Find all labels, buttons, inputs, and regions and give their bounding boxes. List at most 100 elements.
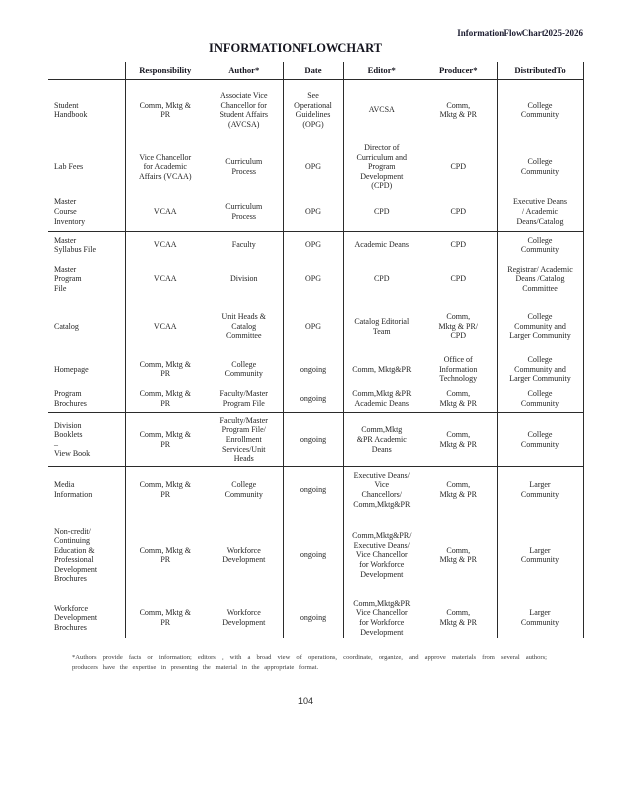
column-header-responsibility: Responsibility <box>124 62 205 80</box>
producer-cell: Comm, Mktg & PR/ CPD <box>438 312 479 341</box>
editor-cell: Executive Deans/ Vice Chancellors/ Comm,… <box>342 466 420 513</box>
producer-cell: Comm, Mktg & PR <box>439 100 477 120</box>
table-row: Master Program File VCAA Division OPG CP… <box>48 259 584 299</box>
editor-cell: Comm,Mktg &PR Academic Deans <box>342 412 420 468</box>
responsibility-cell: VCAA <box>124 231 205 259</box>
row-label-cell: Master Course Inventory <box>48 193 125 232</box>
table-row: Media Information Comm, Mktg & PR Colleg… <box>48 466 584 513</box>
responsibility-cell: Comm, Mktg & PR <box>124 79 205 141</box>
row-label-cell: Non-credit/ Continuing Education & Profe… <box>54 526 98 584</box>
date-cell: ongoing <box>282 354 343 385</box>
author-cell: Associate Vice Chancellor for Student Af… <box>219 91 268 129</box>
distributed-to-cell: Larger Community <box>496 466 584 513</box>
page-number: 104 <box>297 695 314 706</box>
editor-cell: Comm,Mktg&PR Vice Chancellor for Workfor… <box>342 597 420 639</box>
editor-cell: Academic Deans <box>342 231 420 259</box>
responsibility-cell: VCAA <box>124 193 205 232</box>
date-cell: OPG <box>282 259 343 299</box>
table-body: Student Handbook Comm, Mktg & PR Associa… <box>48 79 584 639</box>
row-label-cell: Homepage <box>54 364 89 374</box>
author-cell: Faculty <box>231 240 256 250</box>
footnote: *Authors provide facts or information; e… <box>72 654 547 672</box>
distributed-to-cell: College Community <box>496 79 584 141</box>
producer-cell: Comm, Mktg & PR <box>439 545 477 565</box>
row-label-cell: Master Syllabus File <box>54 235 97 255</box>
row-label-cell: Program Brochures <box>48 384 125 414</box>
producer-cell: CPD <box>450 274 467 284</box>
column-header-date: Date <box>282 62 343 80</box>
producer-cell: Office of Information Technology <box>439 355 478 384</box>
column-header-author: Author* <box>205 62 283 80</box>
table-row: Homepage Comm, Mktg & PR College Communi… <box>48 354 584 385</box>
date-cell: OPG <box>282 193 343 232</box>
author-cell: College Community <box>224 480 263 500</box>
editor-cell: Comm, Mktg&PR <box>342 354 420 385</box>
responsibility-cell: VCAA <box>124 299 205 354</box>
responsibility-cell: VCAA <box>124 259 205 299</box>
author-cell: Unit Heads & Catalog Committee <box>221 312 266 341</box>
table-row: Catalog VCAA Unit Heads & Catalog Commit… <box>48 299 584 354</box>
column-header-item <box>48 62 125 80</box>
author-cell: College Community <box>224 359 263 379</box>
producer-cell: CPD <box>450 240 467 250</box>
distributed-to-cell: Larger Community <box>496 512 584 598</box>
editor-cell: Director of Curriculum and Program Devel… <box>342 141 420 193</box>
row-label-cell: Lab Fees <box>54 162 84 172</box>
column-header-producer: Producer* <box>420 62 497 80</box>
producer-cell: Comm, Mktg & PR <box>439 608 477 627</box>
row-label-cell: Division Booklets – View Book <box>48 412 125 468</box>
author-cell: Faculty/Master Program File/ Enrollment … <box>205 412 283 468</box>
row-label-cell: Media Information <box>54 480 93 500</box>
producer-cell: CPD <box>450 162 467 172</box>
date-cell: ongoing <box>282 597 343 639</box>
distributed-to-cell: College Community <box>496 231 584 259</box>
information-flow-table: Responsibility Author* Date Editor* Prod… <box>48 62 584 639</box>
running-header: Information Flow Chart 2025-2026 <box>457 28 583 38</box>
producer-cell: Comm, Mktg & PR <box>439 480 477 500</box>
date-cell: OPG <box>282 141 343 193</box>
row-label-cell: Catalog <box>54 321 79 331</box>
table-row: Lab Fees Vice Chancellor for Academic Af… <box>48 141 584 193</box>
responsibility-cell: Comm, Mktg & PR <box>124 597 205 639</box>
column-header-distributed-to: Distributed To <box>496 62 584 80</box>
row-label-cell: Student Handbook <box>54 100 88 120</box>
distributed-to-cell: College Community <box>496 141 584 193</box>
date-cell: OPG <box>282 231 343 259</box>
table-row: Program Brochures Comm, Mktg & PR Facult… <box>48 384 584 414</box>
producer-cell: Comm, Mktg & PR <box>420 412 497 468</box>
editor-cell: AVCSA <box>342 79 420 141</box>
responsibility-cell: Vice Chancellor for Academic Affairs (VC… <box>124 141 205 193</box>
table-row: Workforce Development Brochures Comm, Mk… <box>48 597 584 639</box>
author-cell: Workforce Development <box>222 545 266 565</box>
distributed-to-cell: College Community and Larger Community <box>496 299 584 354</box>
date-cell: OPG <box>282 299 343 354</box>
distributed-to-cell: Executive Deans / Academic Deans/Catalog <box>496 193 584 232</box>
author-cell: Curriculum Process <box>225 157 263 176</box>
editor-cell: Catalog Editorial Team <box>342 299 420 354</box>
row-label-cell: Master Program File <box>54 264 82 293</box>
table-row: Non-credit/ Continuing Education & Profe… <box>48 512 584 598</box>
distributed-to-cell: Registrar/ Academic Deans /Catalog Commi… <box>496 259 584 299</box>
table-row: Student Handbook Comm, Mktg & PR Associa… <box>48 79 584 141</box>
responsibility-cell: Comm, Mktg & PR <box>124 512 205 598</box>
page-title: INFORMATION FLOW CHART <box>208 41 383 55</box>
table-row: Division Booklets – View Book Comm, Mktg… <box>48 412 584 468</box>
author-cell: Curriculum Process <box>205 193 283 232</box>
responsibility-cell: Comm, Mktg & PR <box>124 354 205 385</box>
responsibility-cell: Comm, Mktg & PR <box>124 384 205 414</box>
date-cell: See Operational Guidelines (OPG) <box>282 79 343 141</box>
producer-cell: CPD <box>420 193 497 232</box>
table-row: Master Course Inventory VCAA Curriculum … <box>48 193 584 232</box>
responsibility-cell: Comm, Mktg & PR <box>124 466 205 513</box>
responsibility-cell: Comm, Mktg & PR <box>124 412 205 468</box>
date-cell: ongoing <box>282 466 343 513</box>
table-header: Responsibility Author* Date Editor* Prod… <box>48 62 584 80</box>
date-cell: ongoing <box>282 384 343 414</box>
editor-cell: Comm,Mktg&PR/ Executive Deans/ Vice Chan… <box>342 512 420 598</box>
producer-cell: Comm, Mktg & PR <box>420 384 497 414</box>
editor-cell: Comm,Mktg &PR Academic Deans <box>342 384 420 414</box>
date-cell: ongoing <box>282 412 343 468</box>
author-cell: Workforce Development <box>222 608 266 627</box>
column-header-editor: Editor* <box>342 62 420 80</box>
